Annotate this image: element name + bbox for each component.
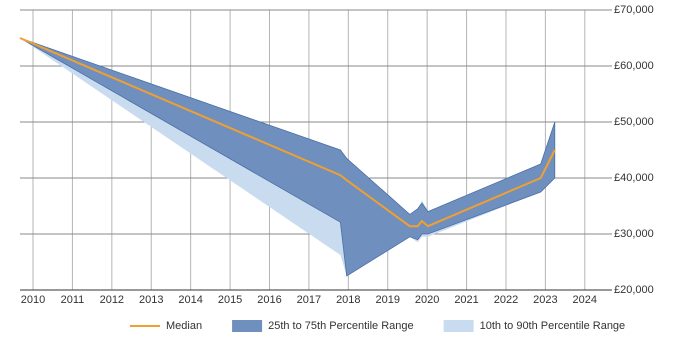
x-tick-label: 2019 [375, 294, 399, 306]
x-tick-label: 2012 [100, 294, 124, 306]
x-tick-label: 2021 [454, 294, 478, 306]
legend-swatch [443, 320, 474, 332]
x-tick-label: 2016 [257, 294, 281, 306]
x-tick-label: 2017 [297, 294, 321, 306]
x-tick-label: 2018 [336, 294, 360, 306]
x-tick-label: 2023 [533, 294, 557, 306]
median-line [19, 37, 556, 228]
x-tick-label: 2024 [573, 294, 597, 306]
y-tick-label: £50,000 [614, 116, 654, 128]
y-tick-label: £70,000 [614, 4, 654, 16]
y-tick-label: £30,000 [614, 228, 654, 240]
x-tick-label: 2015 [218, 294, 242, 306]
x-tick-label: 2010 [21, 294, 45, 306]
y-tick-label: £40,000 [614, 172, 654, 184]
legend-label: Median [166, 320, 202, 332]
x-tick-label: 2011 [61, 294, 85, 306]
x-tick-label: 2013 [139, 294, 163, 306]
legend-label: 25th to 75th Percentile Range [268, 320, 414, 332]
range-band [19, 37, 556, 277]
y-tick-label: £60,000 [614, 60, 654, 72]
legend-swatch [232, 320, 263, 332]
x-tick-label: 2022 [494, 294, 518, 306]
y-tick-label: £20,000 [614, 284, 654, 296]
x-tick-label: 2014 [178, 294, 202, 306]
legend-label: 10th to 90th Percentile Range [480, 320, 626, 332]
x-tick-label: 2020 [415, 294, 439, 306]
